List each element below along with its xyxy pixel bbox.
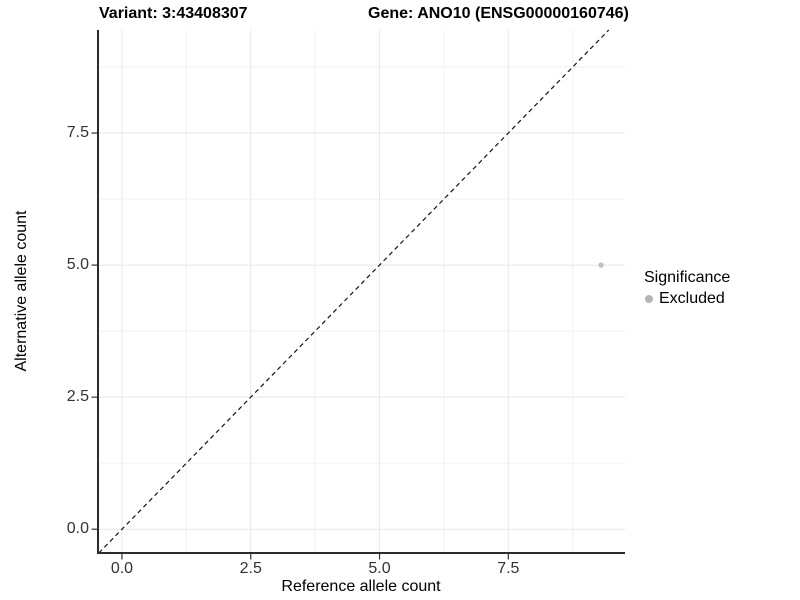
x-axis-title: Reference allele count [281, 578, 441, 595]
identity-line [98, 29, 610, 554]
y-tick-label: 2.5 [66, 388, 89, 406]
y-tick-label: 5.0 [66, 256, 89, 274]
legend-item-label: Excluded [659, 290, 725, 307]
y-axis-title: Alternative allele count [13, 210, 30, 372]
y-tick-label: 0.0 [66, 520, 89, 538]
x-tick-label: 5.0 [368, 560, 391, 577]
y-tick-label: 7.5 [66, 124, 89, 141]
plot-title-variant: Variant: 3:43408307 [99, 5, 248, 22]
excluded-point-icon [645, 295, 653, 303]
legend-title: Significance [644, 269, 731, 286]
x-tick-label: 7.5 [497, 560, 520, 577]
plot-title-gene: Gene: ANO10 (ENSG00000160746) [368, 5, 629, 22]
data-point [598, 262, 604, 268]
legend: Significance Excluded [644, 269, 730, 308]
x-tick-label: 2.5 [239, 560, 262, 577]
legend-item-excluded: Excluded [644, 290, 730, 308]
x-tick-label: 0.0 [110, 560, 134, 577]
